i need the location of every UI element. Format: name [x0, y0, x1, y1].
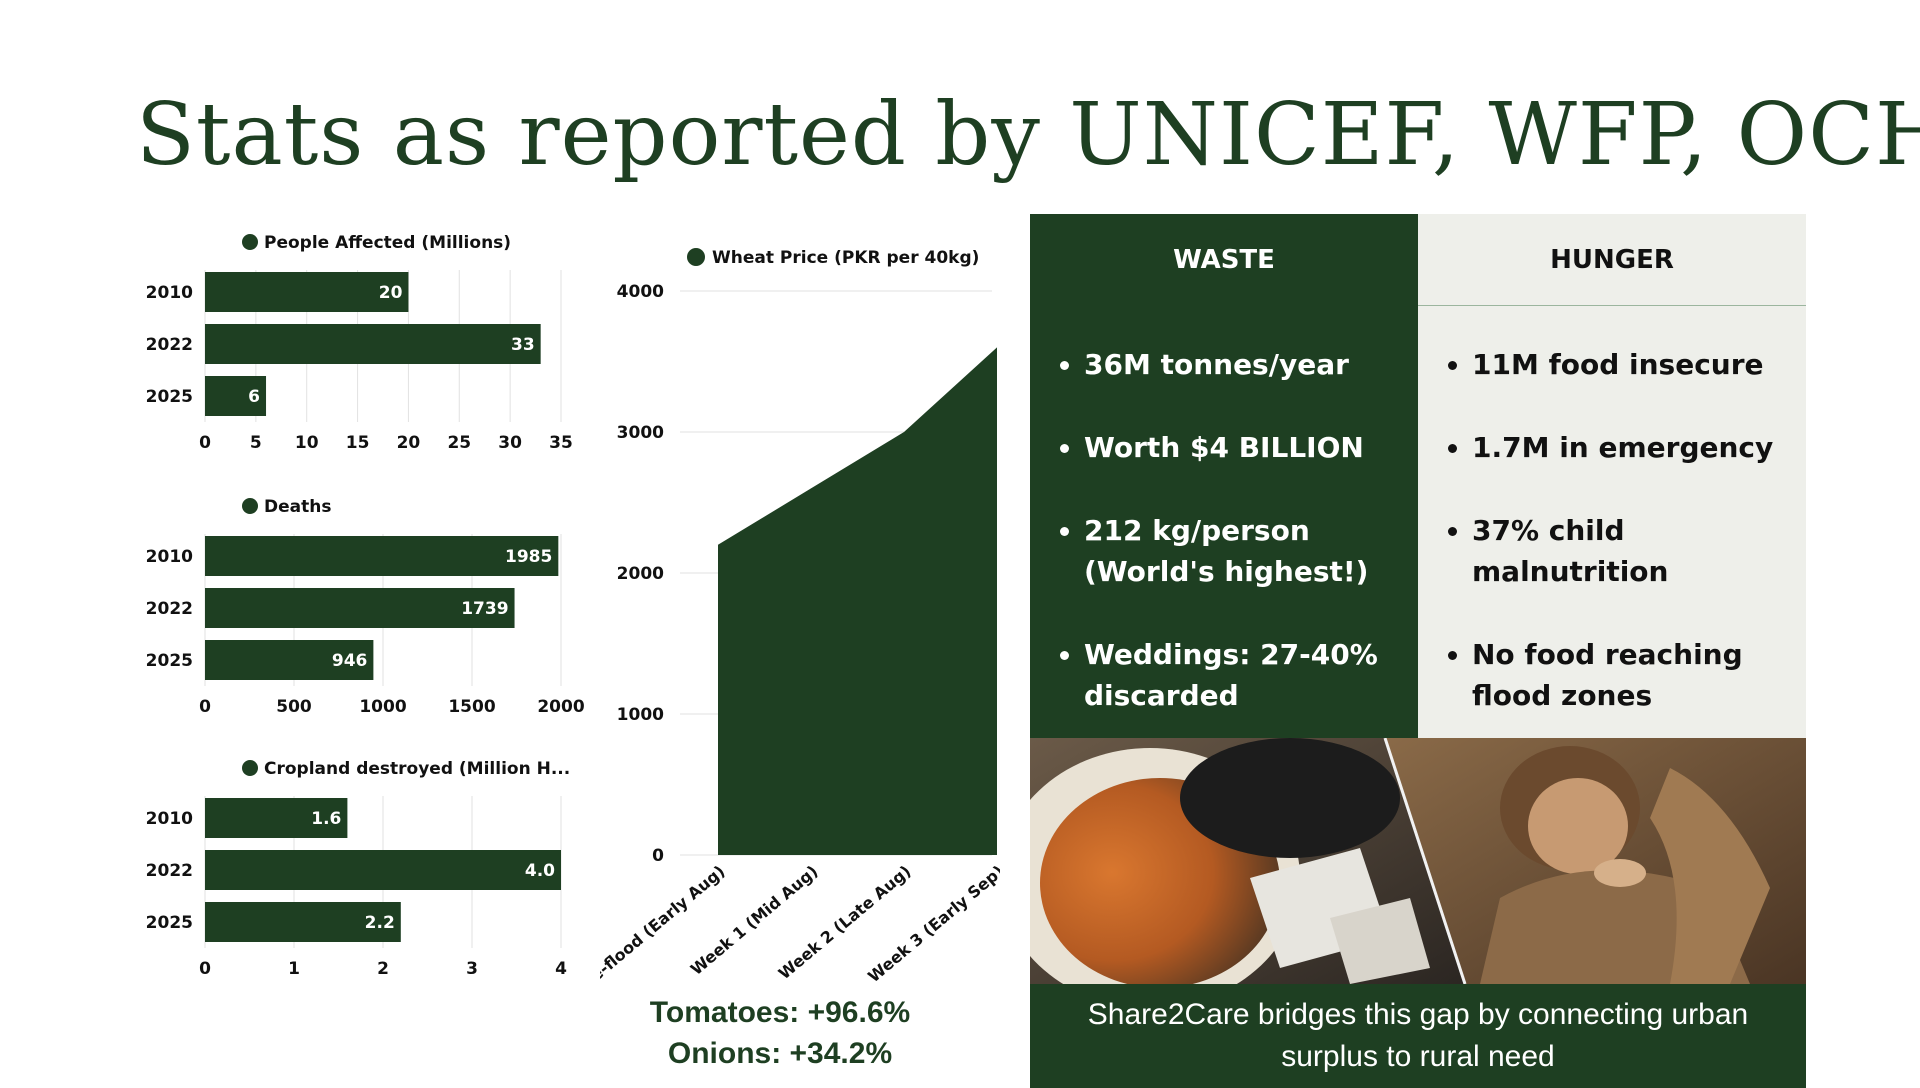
legend-label: Cropland destroyed (Million H... [264, 759, 570, 779]
data-label: 33 [511, 335, 535, 355]
x-tick-label: 2 [377, 959, 389, 979]
x-tick-label: 1 [288, 959, 300, 979]
wheat-price-svg: Wheat Price (PKR per 40kg) 0 1000 2000 3000 4… [600, 236, 1000, 1026]
data-label: 1739 [461, 599, 508, 619]
tomatoes-note: Tomatoes: +96.6% [600, 996, 960, 1030]
bar [205, 850, 561, 890]
x-tick-label: Pre-flood (Early Aug) [600, 862, 729, 998]
waste-item: Weddings: 27-40% discarded [1084, 634, 1398, 716]
legend-marker [242, 498, 258, 514]
photo-illustration [1030, 738, 1806, 984]
category-label: 2010 [146, 283, 193, 303]
category-label: 2022 [146, 861, 193, 881]
x-tick-label: 0 [199, 959, 211, 979]
page-title: Stats as reported by UNICEF, WFP, OCHA [136, 92, 1920, 178]
onions-note: Onions: +34.2% [600, 1037, 960, 1071]
y-tick-label: 1000 [617, 705, 664, 725]
data-label: 1985 [505, 547, 552, 567]
deaths-chart: Deaths 0 500 1000 1500 2000 2010 1985 2022 1739 20… [130, 488, 590, 728]
hunger-item: 37% child malnutrition [1472, 510, 1786, 592]
data-label: 20 [379, 283, 403, 303]
x-tick-label: 0 [199, 697, 211, 717]
x-tick-label: 1500 [448, 697, 495, 717]
x-tick-label: 2000 [537, 697, 584, 717]
x-tick-label: 500 [276, 697, 312, 717]
footer-banner: Share2Care bridges this gap by connectin… [1030, 984, 1806, 1088]
hunger-item: No food reaching flood zones [1472, 634, 1786, 716]
legend-marker [687, 248, 705, 266]
waste-list: 36M tonnes/year Worth $4 BILLION 212 kg/… [1060, 344, 1398, 716]
category-label: 2025 [146, 913, 193, 933]
y-tick-label: 4000 [617, 282, 664, 302]
waste-hunger-photo [1030, 738, 1806, 984]
hunger-header: HUNGER [1418, 214, 1806, 306]
category-label: 2010 [146, 809, 193, 829]
x-tick-label: 5 [250, 433, 262, 453]
x-tick-label: 20 [397, 433, 421, 453]
data-label: 946 [332, 651, 368, 671]
legend-marker [242, 760, 258, 776]
data-label: 1.6 [311, 809, 341, 829]
legend-label: Wheat Price (PKR per 40kg) [712, 248, 979, 268]
data-label: 4.0 [525, 861, 555, 881]
category-label: 2010 [146, 547, 193, 567]
wheat-price-area [718, 347, 997, 855]
x-tick-label: 35 [549, 433, 573, 453]
x-tick-label: 3 [466, 959, 478, 979]
x-tick-label: 15 [346, 433, 370, 453]
legend-marker [242, 234, 258, 250]
y-tick-label: 2000 [617, 564, 664, 584]
x-tick-label: 1000 [359, 697, 406, 717]
legend-label: Deaths [264, 497, 331, 517]
category-label: 2022 [146, 599, 193, 619]
x-tick-label: 30 [498, 433, 522, 453]
legend-label: People Affected (Millions) [264, 233, 511, 253]
category-label: 2022 [146, 335, 193, 355]
x-tick-label: 4 [555, 959, 567, 979]
cropland-chart: Cropland destroyed (Million H... 0 1 2 3 4 201… [130, 750, 590, 990]
y-tick-label: 0 [652, 846, 664, 866]
bar [205, 324, 541, 364]
waste-hunger-panel: WASTE HUNGER 36M tonnes/year Worth $4 BI… [1030, 214, 1806, 1088]
x-tick-label: 0 [199, 433, 211, 453]
cropland-svg: Cropland destroyed (Million H... 0 1 2 3 4 201… [130, 750, 590, 990]
category-label: 2025 [146, 387, 193, 407]
deaths-svg: Deaths 0 500 1000 1500 2000 2010 1985 2022 1739 20… [130, 488, 590, 728]
x-tick-label: 25 [447, 433, 471, 453]
hunger-item: 11M food insecure [1472, 344, 1786, 385]
data-label: 6 [248, 387, 260, 407]
x-tick-label: 10 [295, 433, 319, 453]
y-tick-label: 3000 [617, 423, 664, 443]
waste-item: 212 kg/person (World's highest!) [1084, 510, 1398, 592]
category-label: 2025 [146, 651, 193, 671]
hunger-list: 11M food insecure 1.7M in emergency 37% … [1448, 344, 1786, 716]
hunger-item: 1.7M in emergency [1472, 427, 1786, 468]
waste-item: 36M tonnes/year [1084, 344, 1398, 385]
waste-item: Worth $4 BILLION [1084, 427, 1398, 468]
wheat-price-chart: Wheat Price (PKR per 40kg) 0 1000 2000 3000 4… [600, 236, 1000, 1026]
data-label: 2.2 [365, 913, 395, 933]
waste-header: WASTE [1030, 214, 1418, 306]
